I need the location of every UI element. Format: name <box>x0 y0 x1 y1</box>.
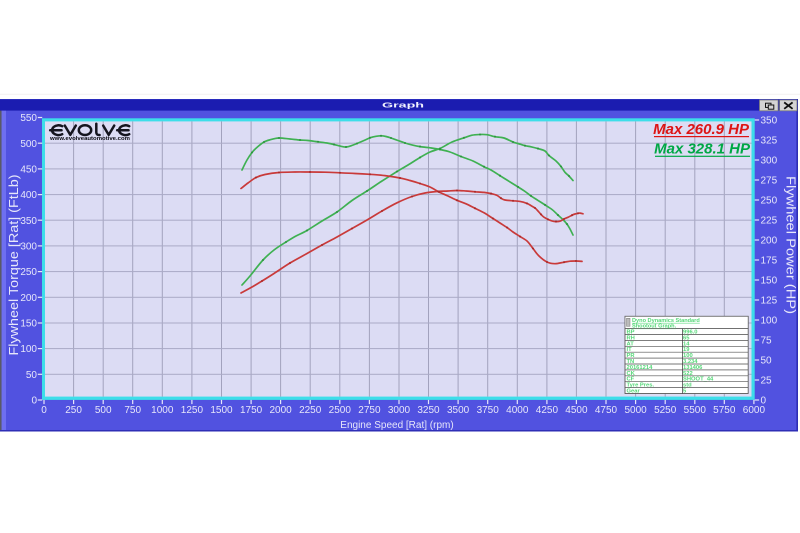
svg-text:100: 100 <box>683 353 693 359</box>
svg-text:5000: 5000 <box>624 405 647 416</box>
svg-text:4250: 4250 <box>536 405 559 416</box>
svg-text:300: 300 <box>761 156 778 167</box>
svg-text:IT: IT <box>627 347 633 353</box>
svg-text:500: 500 <box>20 139 37 150</box>
svg-text:100: 100 <box>20 344 37 355</box>
svg-text:75: 75 <box>761 336 773 347</box>
svg-text:5750: 5750 <box>713 405 736 416</box>
svg-text:std: std <box>683 383 692 389</box>
svg-text:TN: TN <box>627 359 635 365</box>
svg-text:750: 750 <box>124 405 141 416</box>
svg-text:2000: 2000 <box>269 405 292 416</box>
svg-text:5500: 5500 <box>684 405 707 416</box>
svg-text:0: 0 <box>41 405 47 416</box>
svg-text:2500: 2500 <box>329 405 352 416</box>
svg-text:Flywheel Power (HP): Flywheel Power (HP) <box>784 176 798 314</box>
svg-text:550: 550 <box>20 113 37 124</box>
svg-text:325: 325 <box>761 136 778 147</box>
svg-text:1750: 1750 <box>240 405 263 416</box>
svg-text:350: 350 <box>20 216 37 227</box>
svg-text:4750: 4750 <box>595 405 618 416</box>
svg-text:250: 250 <box>65 405 82 416</box>
svg-text:BP: BP <box>627 330 635 336</box>
svg-text:100: 100 <box>761 316 778 327</box>
svg-text:Gear: Gear <box>627 389 641 395</box>
svg-text:Shootout Graph.: Shootout Graph. <box>632 324 677 330</box>
svg-text:500: 500 <box>95 405 112 416</box>
svg-text:Engine Speed [Rat] (rpm): Engine Speed [Rat] (rpm) <box>340 420 453 431</box>
svg-text:Max 328.1 HP: Max 328.1 HP <box>654 141 751 158</box>
svg-text:Flywheel Torque [Rat] (FtLb): Flywheel Torque [Rat] (FtLb) <box>7 175 21 356</box>
svg-text:300: 300 <box>20 242 37 253</box>
svg-text:2250: 2250 <box>299 405 322 416</box>
svg-text:20161214: 20161214 <box>627 365 654 371</box>
svg-text:200: 200 <box>761 236 778 247</box>
svg-text:0: 0 <box>31 396 37 407</box>
svg-text:175: 175 <box>761 256 778 267</box>
svg-text:3500: 3500 <box>447 405 470 416</box>
svg-text:522: 522 <box>683 371 693 377</box>
svg-text:1000: 1000 <box>151 405 174 416</box>
svg-text:225: 225 <box>761 216 778 227</box>
svg-text:250: 250 <box>20 267 37 278</box>
svg-text:CK: CK <box>627 371 636 377</box>
svg-text:350: 350 <box>761 116 778 127</box>
svg-text:6000: 6000 <box>743 405 766 416</box>
svg-text:3250: 3250 <box>417 405 440 416</box>
svg-text:19: 19 <box>683 347 690 353</box>
svg-text:Dyno Dynamics Standard: Dyno Dynamics Standard <box>632 318 700 324</box>
svg-text:3750: 3750 <box>477 405 500 416</box>
svg-text:65: 65 <box>683 335 690 341</box>
svg-text:3.234: 3.234 <box>683 359 698 365</box>
svg-text:AT: AT <box>627 341 635 347</box>
svg-text:125: 125 <box>761 296 778 307</box>
svg-text:25: 25 <box>761 376 773 387</box>
svg-text:200: 200 <box>20 293 37 304</box>
svg-text:996.0: 996.0 <box>683 330 698 336</box>
svg-text:RH: RH <box>627 335 635 341</box>
svg-text:450: 450 <box>20 165 37 176</box>
svg-text:50: 50 <box>761 356 773 367</box>
svg-text:4500: 4500 <box>565 405 588 416</box>
svg-text:www.evolveautomotive.com: www.evolveautomotive.com <box>49 136 130 142</box>
svg-text:14: 14 <box>683 341 690 347</box>
svg-text:0: 0 <box>761 396 767 407</box>
svg-text:Tyre Pres.: Tyre Pres. <box>627 383 655 389</box>
svg-text:250: 250 <box>761 196 778 207</box>
svg-text:3000: 3000 <box>388 405 411 416</box>
svg-text:50: 50 <box>26 370 38 381</box>
svg-text:400: 400 <box>20 190 37 201</box>
svg-text:1500: 1500 <box>210 405 233 416</box>
svg-text:PR: PR <box>627 353 636 359</box>
svg-text:5250: 5250 <box>654 405 677 416</box>
svg-text:5: 5 <box>683 389 687 395</box>
svg-text:CF: CF <box>627 377 635 383</box>
svg-text:4000: 4000 <box>506 405 529 416</box>
svg-text:131406: 131406 <box>683 365 703 371</box>
svg-text:275: 275 <box>761 176 778 187</box>
svg-text:1250: 1250 <box>181 405 204 416</box>
svg-text:Graph: Graph <box>382 103 424 110</box>
svg-text:2750: 2750 <box>358 405 381 416</box>
svg-text:150: 150 <box>761 276 778 287</box>
svg-text:SHOOT_44: SHOOT_44 <box>683 377 714 383</box>
svg-text:150: 150 <box>20 319 37 330</box>
svg-text:Max 260.9 HP: Max 260.9 HP <box>653 121 750 138</box>
